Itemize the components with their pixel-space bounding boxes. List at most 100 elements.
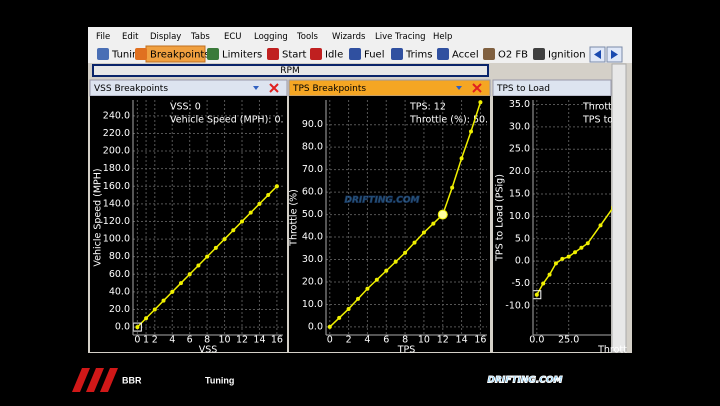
data-point[interactable] — [248, 210, 253, 215]
data-point[interactable] — [222, 237, 227, 242]
y-tick-label: 20.0 — [302, 276, 323, 287]
data-point[interactable] — [547, 272, 552, 277]
toolbar-icon — [533, 48, 545, 60]
menu-item[interactable]: Live Tracing — [375, 32, 426, 42]
toolbar-icon — [310, 48, 322, 60]
data-point[interactable] — [135, 325, 140, 330]
data-point[interactable] — [450, 185, 455, 190]
toolbar-tab[interactable]: Tuning — [111, 50, 145, 61]
x-tick-label: 16 — [474, 335, 486, 346]
menu-item[interactable]: File — [96, 32, 110, 42]
toolbar-tab[interactable]: O2 FB — [498, 50, 528, 61]
data-point[interactable] — [553, 261, 558, 266]
data-point[interactable] — [573, 250, 578, 255]
selected-point[interactable] — [533, 290, 542, 300]
y-tick-label: 20.0 — [109, 304, 130, 315]
data-point[interactable] — [327, 324, 332, 329]
toolbar-tab[interactable]: Fuel — [364, 50, 384, 61]
data-point[interactable] — [152, 307, 157, 312]
data-point[interactable] — [468, 129, 473, 134]
x-tick-label: 14 — [253, 335, 265, 346]
data-point[interactable] — [257, 201, 262, 206]
y-tick-label: 50.0 — [302, 209, 323, 220]
y-tick-label: 160.0 — [103, 181, 130, 192]
menu-item[interactable]: Edit — [122, 32, 139, 42]
readout: VSS: 0 — [170, 102, 201, 113]
scrollbar[interactable] — [611, 63, 627, 353]
selected-point[interactable] — [437, 209, 448, 220]
data-point[interactable] — [231, 228, 236, 233]
y-tick-label: 180.0 — [103, 163, 130, 174]
data-point[interactable] — [240, 219, 245, 224]
toolbar-tab[interactable]: Breakpoints — [150, 50, 210, 61]
menu-item[interactable]: Help — [433, 32, 452, 42]
menu-item[interactable]: Display — [150, 32, 181, 42]
data-point[interactable] — [393, 259, 398, 264]
panel-close-button[interactable] — [269, 83, 279, 93]
data-point[interactable] — [478, 100, 483, 105]
rpm-strip-inner — [94, 66, 487, 75]
data-point[interactable] — [187, 272, 192, 277]
toolbar-tab[interactable]: Idle — [325, 50, 343, 61]
data-point[interactable] — [337, 315, 342, 320]
data-point[interactable] — [144, 316, 149, 321]
data-point[interactable] — [196, 263, 201, 268]
x-axis-label: Thrott — [597, 345, 627, 356]
plot-background — [289, 96, 490, 352]
menu-item[interactable]: Logging — [254, 32, 288, 42]
toolbar-icon — [391, 48, 403, 60]
panel-menu-button[interactable] — [253, 86, 259, 90]
data-point[interactable] — [178, 281, 183, 286]
y-tick-label: 40.0 — [302, 232, 323, 243]
plot: VSS: 0 Vehicle Speed (MPH): 0.0 — [133, 100, 283, 335]
toolbar-tab[interactable]: Ignition — [548, 50, 586, 61]
strip-label: RPM — [280, 66, 299, 76]
panel-menu-button[interactable] — [456, 86, 462, 90]
toolbar-tab[interactable]: Trims — [405, 50, 432, 61]
x-tick-label: 14 — [456, 335, 468, 346]
toolbar-tab[interactable]: Limiters — [222, 50, 262, 61]
x-tick-label: 4 — [364, 335, 370, 346]
data-point[interactable] — [598, 223, 603, 228]
data-point[interactable] — [611, 205, 615, 209]
y-tick-label: 90.0 — [302, 119, 323, 130]
data-point[interactable] — [384, 268, 389, 273]
data-point[interactable] — [266, 193, 271, 198]
data-point[interactable] — [560, 256, 565, 261]
data-point[interactable] — [534, 292, 539, 297]
data-point[interactable] — [213, 245, 218, 250]
data-point[interactable] — [585, 241, 590, 246]
y-tick-label: 80.0 — [109, 251, 130, 262]
y-tick-label: 15.0 — [509, 189, 530, 200]
toolbar-tab[interactable]: Start — [282, 50, 307, 61]
data-point[interactable] — [170, 289, 175, 294]
toolbar-icon — [207, 48, 219, 60]
data-point[interactable] — [161, 298, 166, 303]
menu-item[interactable]: Tabs — [190, 32, 210, 42]
data-point[interactable] — [346, 306, 351, 311]
data-point[interactable] — [412, 240, 417, 245]
data-point[interactable] — [403, 250, 408, 255]
menu-item[interactable]: ECU — [224, 32, 242, 42]
y-tick-label: 25.0 — [509, 144, 530, 155]
toolbar-tab[interactable]: Accel — [452, 50, 479, 61]
data-point[interactable] — [365, 286, 370, 291]
data-point[interactable] — [205, 254, 210, 259]
data-point[interactable] — [541, 281, 546, 286]
data-point[interactable] — [274, 184, 279, 189]
x-tick-label: 1 — [143, 335, 149, 346]
y-tick-label: 35.0 — [509, 99, 530, 110]
panel-close-button[interactable] — [472, 83, 482, 93]
data-point[interactable] — [356, 296, 361, 301]
data-point[interactable] — [459, 156, 464, 161]
data-point[interactable] — [431, 221, 436, 226]
menu-item[interactable]: Wizards — [332, 32, 366, 42]
data-point[interactable] — [421, 230, 426, 235]
panel-title: TPS Breakpoints — [292, 84, 366, 94]
data-point[interactable] — [566, 254, 571, 259]
menu-item[interactable]: Tools — [296, 32, 319, 42]
data-point[interactable] — [579, 245, 584, 250]
data-point[interactable] — [374, 277, 379, 282]
toolbar-icon — [97, 48, 109, 60]
x-tick-label: 4 — [169, 335, 175, 346]
